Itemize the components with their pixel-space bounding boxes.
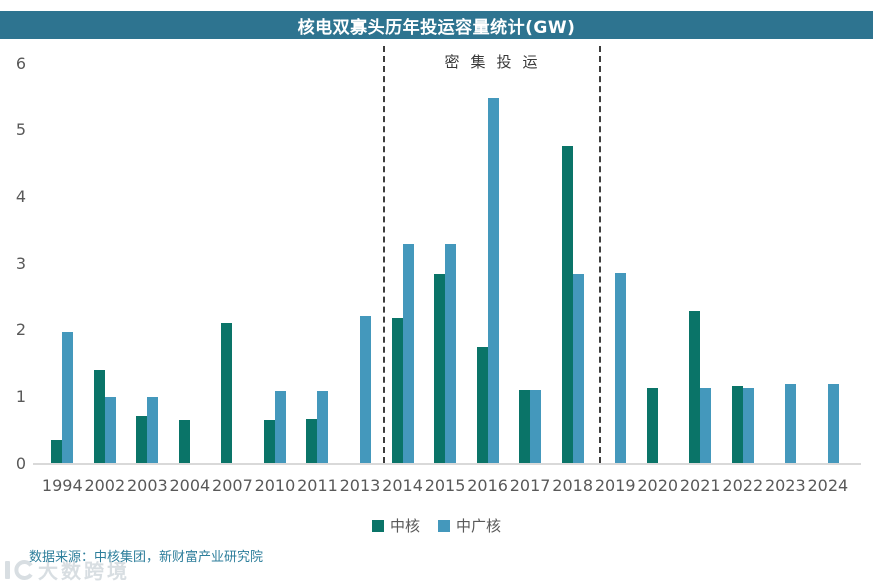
bar: [306, 419, 318, 463]
bar: [391, 317, 403, 463]
x-tick-label: 2011: [297, 476, 338, 495]
bar-group-2015: [424, 63, 467, 463]
bar-group-2024: [807, 63, 850, 463]
legend-swatch-icon: [438, 519, 450, 532]
y-tick-label: 0: [15, 453, 26, 473]
x-axis-labels: 1994 2002 2003 2004 2007 2010 2011 2013 2014 2015…: [41, 476, 849, 495]
y-tick-label: 6: [15, 53, 26, 73]
bar: [402, 243, 414, 463]
x-tick-label: 2021: [679, 476, 721, 495]
x-axis-line: [33, 463, 861, 465]
bar: [700, 388, 712, 463]
bar: [827, 384, 839, 463]
bar-group-2003: [126, 63, 169, 463]
x-tick-label: 2007: [212, 476, 253, 495]
bar-group-2010: [254, 63, 297, 463]
x-tick-label: 2002: [84, 476, 126, 495]
legend: 中核 中广核: [0, 515, 873, 536]
y-tick-label: 2: [15, 320, 26, 340]
x-tick-label: 1994: [41, 476, 83, 495]
bar: [561, 145, 573, 463]
chart-title: 核电双寡头历年投运容量统计(GW): [297, 17, 576, 38]
plot-area: [41, 63, 849, 463]
bar: [104, 397, 116, 463]
bar-group-2013: [339, 63, 382, 463]
y-tick-label: 5: [15, 120, 26, 140]
x-tick-label: 2015: [424, 476, 466, 495]
bar-group-2011: [296, 63, 339, 463]
bar: [359, 315, 371, 463]
bar-group-2002: [84, 63, 127, 463]
bar: [178, 419, 190, 463]
bar: [689, 311, 701, 463]
x-tick-label: 2013: [339, 476, 381, 495]
legend-item: 中广核: [438, 515, 501, 536]
legend-label: 中广核: [456, 517, 502, 535]
chart-title-bar: 核电双寡头历年投运容量统计(GW): [0, 11, 873, 39]
bar: [646, 388, 658, 463]
bar-group-1994: [41, 63, 84, 463]
x-tick-label: 2003: [126, 476, 168, 495]
x-tick-label: 2020: [637, 476, 679, 495]
legend-swatch-icon: [371, 519, 384, 532]
annotation-dashed-line-right: [599, 46, 601, 463]
bar: [519, 390, 531, 463]
x-tick-label: 2016: [467, 476, 508, 495]
bar: [62, 331, 74, 463]
bar-group-2007: [211, 63, 254, 463]
x-tick-label: 2010: [254, 476, 296, 495]
y-tick-label: 3: [15, 253, 26, 273]
watermark-logo-icon: [5, 559, 33, 580]
bar: [615, 273, 627, 463]
legend-item: 中核: [371, 515, 420, 536]
annotation-label: 密集投运: [444, 53, 549, 71]
bar-group-2023: [764, 63, 807, 463]
bar: [136, 415, 148, 463]
x-tick-label: 2019: [594, 476, 636, 495]
bar: [572, 273, 584, 463]
bar-group-2019: [594, 63, 637, 463]
bar: [317, 391, 329, 463]
bar: [445, 243, 457, 463]
bar: [147, 397, 159, 463]
bar: [93, 369, 105, 463]
annotation-dashed-line-left: [383, 46, 385, 463]
bar-group-2004: [169, 63, 212, 463]
bar-group-2018: [551, 63, 594, 463]
x-tick-label: 2017: [509, 476, 551, 495]
watermark: 大数跨境: [4, 555, 130, 584]
bar-group-2022: [722, 63, 765, 463]
bar: [434, 274, 446, 463]
legend-label: 中核: [389, 517, 420, 535]
bar: [263, 419, 275, 463]
x-tick-label: 2022: [722, 476, 764, 495]
x-tick-label: 2004: [169, 476, 211, 495]
bar-group-2016: [466, 63, 509, 463]
bar-group-2020: [636, 63, 679, 463]
bar-group-2021: [679, 63, 722, 463]
source-note: 数据来源：中核集团，新财富产业研究院: [29, 550, 264, 565]
x-tick-label: 2024: [807, 476, 849, 495]
x-tick-label: 2023: [764, 476, 806, 495]
bar: [476, 347, 488, 463]
bar-group-2014: [381, 63, 424, 463]
bar: [530, 390, 542, 463]
watermark-text: 大数跨境: [38, 559, 130, 583]
bar-group-2017: [509, 63, 552, 463]
bar: [487, 98, 499, 463]
bar: [221, 323, 233, 463]
bar: [51, 440, 63, 463]
bar: [731, 385, 743, 463]
bar: [742, 388, 754, 463]
y-tick-label: 4: [15, 186, 26, 206]
y-tick-label: 1: [15, 386, 26, 406]
bar: [785, 384, 797, 463]
x-tick-label: 2014: [382, 476, 423, 495]
bar: [274, 391, 286, 463]
x-tick-label: 2018: [552, 476, 593, 495]
